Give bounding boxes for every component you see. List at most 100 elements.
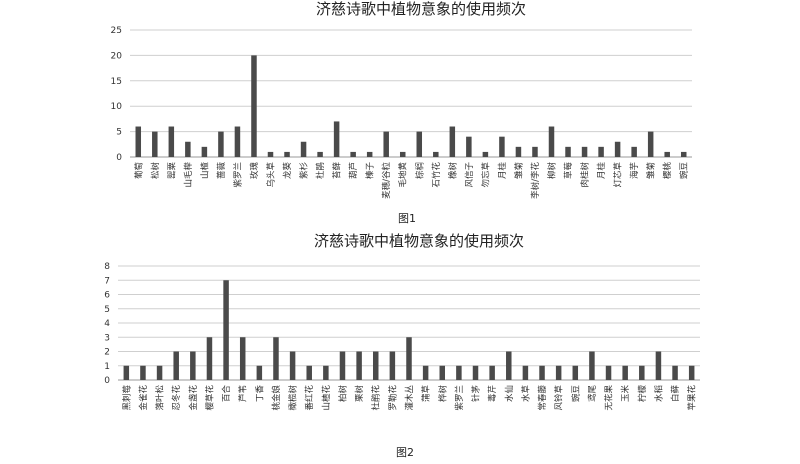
y-tick-label: 25 xyxy=(111,26,122,36)
category-label: 百合 xyxy=(221,385,232,403)
category-label: 月桂 xyxy=(596,162,607,180)
category-label: 草莓 xyxy=(563,162,574,180)
y-tick-label: 20 xyxy=(111,51,123,61)
y-tick-label: 0 xyxy=(104,376,110,386)
chart-1: 济慈诗歌中植物意象的使用频次 0 5 10 15 20 25 葡萄 松树 罂粟 山毛榉 山楂 蔷薇 紫罗兰… xyxy=(111,0,692,225)
category-label: 豌豆 xyxy=(570,385,581,402)
bar xyxy=(173,351,179,380)
bar xyxy=(406,337,412,380)
category-label: 橄榄树 xyxy=(288,385,299,411)
category-label: 金盏花 xyxy=(188,385,199,411)
bar xyxy=(449,126,456,157)
bar xyxy=(605,365,612,380)
bar xyxy=(622,365,628,380)
y-tick-label: 10 xyxy=(111,102,123,112)
chart-title: 济慈诗歌中植物意象的使用频次 xyxy=(314,232,524,250)
bar xyxy=(482,151,489,157)
category-label: 蔷薇 xyxy=(216,162,227,180)
bar xyxy=(234,126,241,157)
category-label: 龙葵 xyxy=(282,162,293,180)
bar xyxy=(206,337,213,380)
bar xyxy=(472,365,479,380)
bar xyxy=(251,55,257,157)
category-label: 黑刺莓 xyxy=(121,385,132,411)
bar xyxy=(339,351,346,380)
category-label: 无花果 xyxy=(604,385,615,411)
category-label: 灌木丛 xyxy=(404,385,415,411)
y-tick-label: 15 xyxy=(111,77,122,87)
bar xyxy=(680,151,687,157)
category-label: 水仙 xyxy=(504,385,515,402)
category-label: 玉米 xyxy=(620,385,631,403)
category-label: 杜鹃花 xyxy=(371,385,382,411)
category-label: 水草 xyxy=(520,385,531,403)
category-label: 番红花 xyxy=(304,385,315,411)
bar xyxy=(655,351,662,380)
bar xyxy=(422,365,429,380)
y-tick-label: 3 xyxy=(104,333,110,343)
category-label: 柠檬 xyxy=(637,385,648,403)
bar xyxy=(223,280,229,380)
bar xyxy=(433,151,439,157)
bar xyxy=(389,351,396,380)
bar xyxy=(466,136,472,157)
category-label: 紫杉 xyxy=(299,162,310,180)
figure-caption: 图2 xyxy=(396,446,414,459)
y-tick-label: 5 xyxy=(116,128,122,138)
bar xyxy=(647,131,654,157)
bar xyxy=(156,365,163,380)
bar xyxy=(581,146,588,157)
category-label: 柳树 xyxy=(547,162,558,180)
bar xyxy=(168,126,175,157)
bar xyxy=(506,351,512,380)
bar xyxy=(317,151,323,157)
category-label: 罂粟 xyxy=(167,162,177,180)
chart-title: 济慈诗歌中植物意象的使用频次 xyxy=(316,0,526,18)
bar xyxy=(218,131,224,157)
y-tick-label: 7 xyxy=(104,276,110,286)
category-label: 石竹花 xyxy=(431,162,442,188)
bar xyxy=(489,365,495,380)
bar xyxy=(688,365,695,380)
bar xyxy=(515,146,522,157)
category-label: 榛子 xyxy=(365,162,376,180)
bar xyxy=(306,365,312,380)
category-label: 柏树 xyxy=(337,385,348,403)
bar xyxy=(416,131,423,157)
bar xyxy=(439,365,446,380)
bar xyxy=(664,151,670,157)
bar xyxy=(372,351,379,380)
category-label: 鸢尾 xyxy=(587,385,598,403)
category-label: 雏菊 xyxy=(513,162,524,179)
bar xyxy=(135,126,142,157)
bar xyxy=(239,337,246,380)
category-label: 橡树 xyxy=(447,162,458,180)
category-label: 桃金娘 xyxy=(271,385,282,411)
bar xyxy=(589,351,595,380)
bar xyxy=(539,365,545,380)
y-tick-label: 2 xyxy=(104,348,110,358)
category-label: 栗树 xyxy=(354,385,365,403)
category-label: 葡萄 xyxy=(133,162,144,179)
bar xyxy=(140,365,146,380)
bar xyxy=(499,136,505,157)
bar xyxy=(532,146,538,157)
bar xyxy=(548,126,555,157)
bar xyxy=(350,151,356,157)
category-label: 灯芯草 xyxy=(613,162,624,188)
category-label: 蒲草 xyxy=(421,385,432,403)
bar xyxy=(185,141,191,157)
bar xyxy=(555,365,562,380)
category-label: 苔藓 xyxy=(332,162,343,180)
category-label: 葫芦 xyxy=(348,162,359,179)
bar xyxy=(289,351,296,380)
bar xyxy=(383,131,389,157)
category-label: 松树 xyxy=(150,162,161,180)
bar xyxy=(256,365,263,380)
category-label: 棕榈 xyxy=(414,162,425,179)
category-label: 常春藤 xyxy=(537,385,548,411)
y-tick-label: 8 xyxy=(104,262,110,272)
category-label: 山毛榉 xyxy=(183,162,194,188)
